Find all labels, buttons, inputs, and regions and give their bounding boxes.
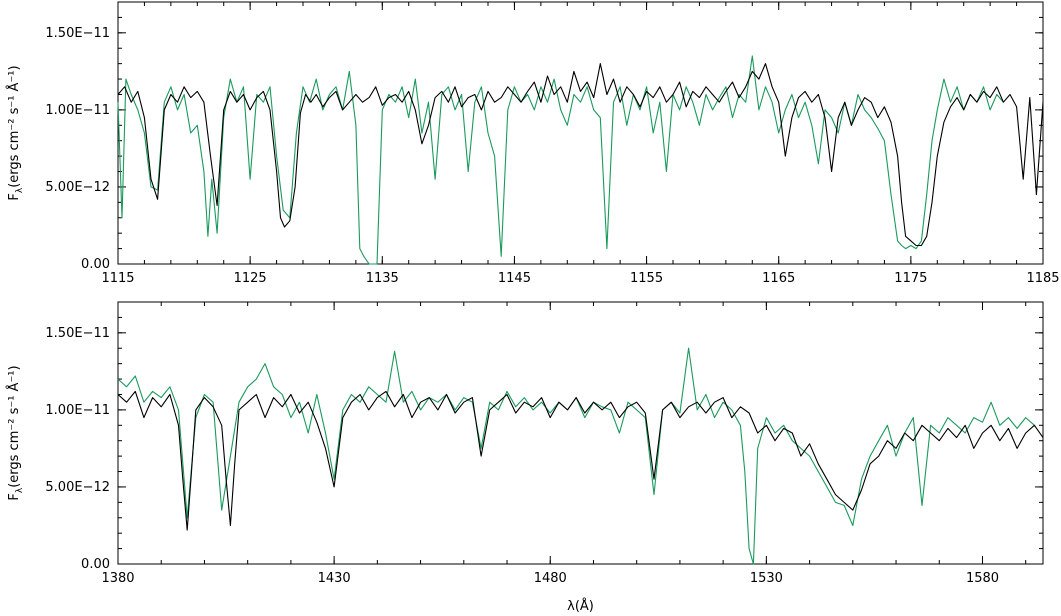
x-tick-label: 1430 (318, 571, 351, 586)
y-tick-label: 5.00E−12 (45, 180, 110, 195)
x-tick-label: 1480 (534, 571, 567, 586)
x-tick-label: 1155 (630, 271, 663, 286)
x-tick-label: 1530 (750, 571, 783, 586)
y-tick-label: 0.00 (81, 257, 110, 272)
y-axis-title-sub: λ (15, 187, 25, 193)
y-axis-title-rest: (ergs cm⁻² s⁻¹ Å⁻¹) (6, 365, 22, 487)
y-tick-label: 1.00E−11 (45, 403, 110, 418)
plot-frame (117, 301, 1044, 565)
y-tick-label: 1.00E−11 (45, 103, 110, 118)
x-tick-label: 1115 (101, 271, 134, 286)
x-tick-label: 1175 (894, 271, 927, 286)
y-tick-label: 0.00 (81, 557, 110, 572)
spectrum-line-black (117, 63, 1044, 247)
x-tick-label: 1145 (498, 271, 531, 286)
y-axis-title: Fλ(ergs cm⁻² s⁻¹ Å⁻¹) (6, 365, 25, 500)
spectrum-line-green (117, 347, 1035, 565)
top-spectrum-panel: 1115 1125 1135 1145 1155 1165 1175 1185 0.00 5.00… (6, 1, 1060, 286)
x-axis-title: λ(Å) (567, 598, 594, 614)
x-tick-label: 1135 (366, 271, 399, 286)
y-axis-title: Fλ(ergs cm⁻² s⁻¹ Å⁻¹) (6, 65, 25, 200)
x-tick-label: 1125 (234, 271, 267, 286)
x-tick-label: 1380 (101, 571, 134, 586)
x-tick-label: 1580 (966, 571, 999, 586)
y-axis-title-rest: (ergs cm⁻² s⁻¹ Å⁻¹) (6, 65, 22, 187)
spectrum-line-black (117, 390, 1044, 531)
y-axis-title-main: F (7, 493, 22, 500)
y-axis-title-sub: λ (15, 487, 25, 493)
y-axis-title-main: F (7, 193, 22, 200)
bottom-spectrum-panel: 1380 1430 1480 1530 1580 0.00 5.00E−12 1.00E−11… (6, 301, 1044, 614)
y-tick-label: 1.50E−11 (45, 26, 110, 41)
y-tick-label: 5.00E−12 (45, 480, 110, 495)
spectrum-line-green (117, 55, 1004, 265)
plot-frame (117, 1, 1044, 265)
x-tick-label: 1185 (1026, 271, 1059, 286)
y-tick-label: 1.50E−11 (45, 326, 110, 341)
x-tick-label: 1165 (762, 271, 795, 286)
